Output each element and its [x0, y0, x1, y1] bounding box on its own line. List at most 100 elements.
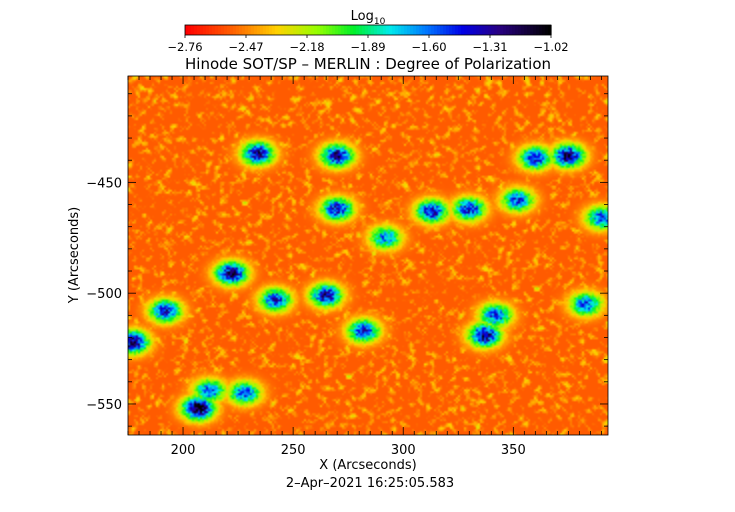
colorbar-swatch	[515, 25, 519, 35]
heatmap-image	[128, 76, 608, 435]
colorbar-swatch	[488, 25, 492, 35]
colorbar-swatch	[341, 25, 345, 35]
colorbar-swatch	[518, 25, 522, 35]
colorbar-swatch	[536, 25, 540, 35]
colorbar-swatch	[458, 25, 462, 35]
colorbar-swatch	[308, 25, 312, 35]
colorbar-swatch	[545, 25, 549, 35]
colorbar-swatch	[368, 25, 372, 35]
colorbar-swatch	[296, 25, 300, 35]
colorbar-swatch	[212, 25, 216, 35]
x-axis-label: X (Arcseconds)	[319, 458, 416, 473]
colorbar-swatch	[398, 25, 402, 35]
colorbar-swatch	[200, 25, 204, 35]
colorbar-swatch	[350, 25, 354, 35]
colorbar-swatch	[389, 25, 393, 35]
colorbar-swatch	[479, 25, 483, 35]
colorbar-swatch	[263, 25, 267, 35]
colorbar-swatch	[440, 25, 444, 35]
colorbar-swatch	[386, 25, 390, 35]
colorbar-swatch	[452, 25, 456, 35]
colorbar-swatch	[254, 25, 258, 35]
colorbar-swatch	[422, 25, 426, 35]
colorbar-swatch	[221, 25, 225, 35]
colorbar-swatch	[434, 25, 438, 35]
colorbar-swatch	[419, 25, 423, 35]
plot-frame	[127, 75, 609, 436]
colorbar-swatch	[413, 25, 417, 35]
colorbar-swatch	[269, 25, 273, 35]
colorbar-swatch	[239, 25, 243, 35]
colorbar-swatch	[338, 25, 342, 35]
colorbar-swatch	[539, 25, 543, 35]
y-tick-label: −550	[86, 398, 122, 413]
colorbar-swatch	[416, 25, 420, 35]
colorbar-swatch	[227, 25, 231, 35]
colorbar-swatch	[209, 25, 213, 35]
colorbar-swatch	[461, 25, 465, 35]
colorbar-swatch	[371, 25, 375, 35]
colorbar-swatch	[218, 25, 222, 35]
colorbar-swatch	[482, 25, 486, 35]
colorbar-swatch	[317, 25, 321, 35]
colorbar-tick-label: −1.89	[350, 40, 385, 54]
colorbar-swatch	[356, 25, 360, 35]
colorbar-swatch	[446, 25, 450, 35]
colorbar-swatch	[506, 25, 510, 35]
colorbar-swatch	[287, 25, 291, 35]
colorbar-swatch	[245, 25, 249, 35]
colorbar-swatch	[272, 25, 276, 35]
colorbar-swatch	[185, 25, 189, 35]
colorbar-swatch	[497, 25, 501, 35]
colorbar-swatch	[473, 25, 477, 35]
colorbar-swatch	[491, 25, 495, 35]
colorbar-swatch	[377, 25, 381, 35]
colorbar-gradient	[185, 25, 552, 35]
colorbar-swatch	[410, 25, 414, 35]
colorbar-swatch	[260, 25, 264, 35]
colorbar-swatch	[380, 25, 384, 35]
colorbar-swatch	[314, 25, 318, 35]
colorbar-swatch	[404, 25, 408, 35]
colorbar-swatch	[206, 25, 210, 35]
colorbar-swatch	[395, 25, 399, 35]
colorbar-swatch	[248, 25, 252, 35]
colorbar-swatch	[215, 25, 219, 35]
colorbar-swatch	[290, 25, 294, 35]
colorbar-swatch	[392, 25, 396, 35]
colorbar-swatch	[329, 25, 333, 35]
y-tick-label: −500	[86, 287, 122, 302]
colorbar-tick-label: −2.47	[228, 40, 263, 54]
colorbar-swatch	[224, 25, 228, 35]
colorbar-swatch	[194, 25, 198, 35]
colorbar-swatch	[335, 25, 339, 35]
colorbar-title: Log10	[351, 9, 386, 27]
colorbar-swatch	[320, 25, 324, 35]
colorbar-swatch	[485, 25, 489, 35]
x-tick-label: 350	[501, 443, 526, 458]
colorbar-swatch	[326, 25, 330, 35]
colorbar-title-base: Log	[351, 9, 374, 24]
x-tick-label: 250	[281, 443, 306, 458]
colorbar-swatch	[236, 25, 240, 35]
colorbar-swatch	[344, 25, 348, 35]
colorbar-swatch	[359, 25, 363, 35]
colorbar-swatch	[437, 25, 441, 35]
colorbar-swatch	[467, 25, 471, 35]
colorbar-swatch	[266, 25, 270, 35]
colorbar-swatch	[347, 25, 351, 35]
y-axis-label: Y (Arcseconds)	[67, 207, 82, 304]
colorbar: Log10 −2.76 −2.47 −2.18 −1.89 −1.60 −1.31 −1.0…	[167, 9, 568, 54]
colorbar-swatch	[443, 25, 447, 35]
colorbar-swatch	[251, 25, 255, 35]
chart-title: Hinode SOT/SP – MERLIN : Degree of Polar…	[185, 55, 551, 73]
colorbar-swatch	[332, 25, 336, 35]
x-tick-label: 200	[171, 443, 196, 458]
colorbar-swatch	[374, 25, 378, 35]
colorbar-swatch	[548, 25, 552, 35]
colorbar-swatch	[521, 25, 525, 35]
colorbar-swatch	[305, 25, 309, 35]
x-tick-label: 300	[391, 443, 416, 458]
colorbar-title-subscript: 10	[374, 17, 386, 27]
